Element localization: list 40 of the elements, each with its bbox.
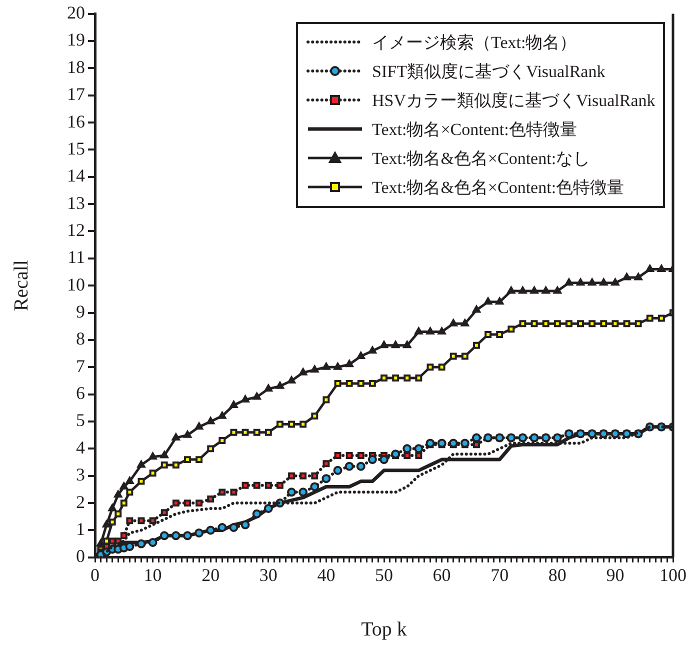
x-tick-label: 40 [317,564,336,585]
y-axis-title: Recall [10,260,32,312]
x-tick-label: 90 [606,564,624,585]
x-tick-label: 30 [259,564,278,585]
x-tick-label: 100 [660,564,686,585]
y-tick-label: 6 [76,383,85,404]
legend-label: Text:物名&色名×Content:色特徴量 [372,176,624,199]
y-tick-label: 14 [67,166,85,186]
x-tick-label: 70 [490,564,509,585]
legend-label: Text:物名×Content:色特徴量 [372,118,577,141]
legend-label: SIFT類似度に基づくVisualRank [372,60,606,83]
x-tick-label: 0 [90,564,100,585]
y-tick-label: 11 [68,247,85,268]
legend-label: HSVカラー類似度に基づくVisualRank [372,90,656,112]
y-tick-label: 8 [76,328,85,349]
x-tick-label: 60 [432,564,451,585]
y-tick-label: 0 [76,546,85,566]
y-tick-label: 2 [76,492,85,512]
y-tick-label: 16 [67,111,85,132]
y-tick-label: 3 [76,464,85,485]
y-tick-label: 5 [76,410,85,430]
x-axis-title: Top k [361,618,407,640]
y-tick-label: 13 [67,192,85,213]
y-tick-label: 18 [67,56,85,77]
y-tick-label: 17 [67,84,85,104]
y-tick-label: 15 [67,138,85,158]
y-tick-label: 20 [67,2,85,23]
y-tick-label: 10 [67,274,85,294]
legend-label: イメージ検索（Text:物名） [372,32,577,54]
y-tick-label: 1 [76,518,85,539]
legend-label: Text:物名&色名×Content:なし [372,148,590,170]
y-tick-label: 4 [76,437,85,458]
x-tick-label: 50 [375,564,393,585]
y-tick-label: 7 [76,356,85,376]
y-tick-label: 19 [67,30,85,50]
x-tick-label: 10 [144,564,162,585]
x-tick-label: 80 [548,564,566,585]
x-tick-label: 20 [202,564,220,585]
y-tick-label: 9 [76,302,85,322]
y-tick-label: 12 [67,220,85,240]
